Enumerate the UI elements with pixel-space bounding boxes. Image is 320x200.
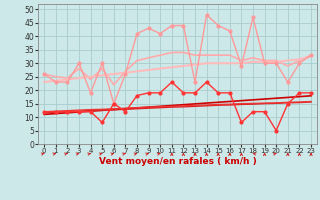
X-axis label: Vent moyen/en rafales ( km/h ): Vent moyen/en rafales ( km/h ) — [99, 157, 256, 166]
